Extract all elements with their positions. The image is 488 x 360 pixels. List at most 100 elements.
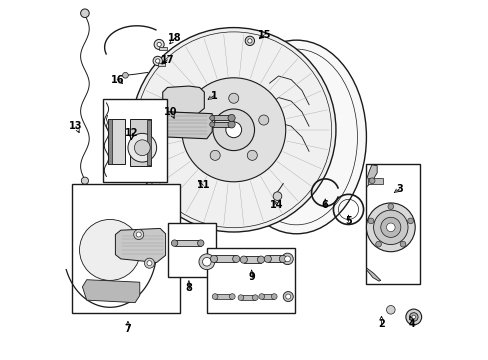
Text: 16: 16 [110, 75, 123, 85]
Circle shape [284, 256, 290, 262]
Circle shape [375, 241, 381, 247]
Bar [212, 116, 231, 121]
Circle shape [273, 192, 281, 201]
Bar [129, 119, 151, 166]
Bar [241, 295, 255, 301]
Circle shape [136, 232, 141, 237]
Circle shape [128, 134, 156, 162]
Circle shape [182, 78, 285, 182]
Circle shape [134, 140, 150, 156]
Circle shape [252, 295, 258, 301]
Circle shape [144, 258, 154, 268]
Circle shape [281, 253, 293, 265]
Polygon shape [82, 280, 140, 303]
Circle shape [271, 294, 277, 300]
Bar [267, 255, 282, 262]
Circle shape [212, 109, 254, 150]
Circle shape [153, 56, 162, 66]
Bar [367, 178, 382, 184]
Circle shape [131, 28, 335, 232]
Circle shape [171, 240, 178, 246]
Polygon shape [366, 165, 376, 187]
Circle shape [407, 218, 413, 224]
Text: 14: 14 [269, 200, 283, 210]
Ellipse shape [226, 40, 366, 234]
Bar [212, 122, 231, 127]
Circle shape [279, 255, 286, 262]
Circle shape [154, 40, 164, 49]
Circle shape [209, 116, 214, 121]
Bar [107, 119, 112, 164]
Text: 13: 13 [69, 121, 82, 131]
Circle shape [133, 229, 143, 239]
Text: 3: 3 [395, 184, 402, 194]
Circle shape [247, 39, 251, 43]
Text: 10: 10 [164, 107, 177, 117]
Polygon shape [115, 228, 165, 262]
Circle shape [264, 255, 271, 262]
Circle shape [411, 315, 415, 319]
Bar [206, 248, 294, 313]
Circle shape [227, 121, 235, 128]
Circle shape [285, 294, 290, 299]
Text: 7: 7 [124, 324, 131, 334]
Bar [147, 120, 150, 165]
Bar [107, 119, 125, 164]
Bar [214, 255, 236, 262]
Polygon shape [163, 86, 204, 114]
Text: 6: 6 [321, 200, 328, 210]
Text: 17: 17 [161, 55, 174, 65]
Circle shape [408, 313, 417, 321]
Circle shape [258, 115, 268, 125]
Circle shape [197, 240, 203, 246]
Circle shape [198, 115, 208, 125]
Circle shape [232, 255, 239, 262]
Text: 5: 5 [345, 216, 351, 226]
Circle shape [244, 36, 254, 45]
Text: 15: 15 [257, 30, 270, 40]
Bar [261, 294, 274, 300]
Circle shape [212, 294, 218, 300]
Circle shape [155, 59, 160, 63]
Circle shape [368, 178, 374, 184]
Circle shape [122, 72, 128, 78]
Bar [365, 164, 419, 284]
Circle shape [380, 217, 400, 237]
Bar [215, 294, 232, 300]
Circle shape [229, 294, 235, 300]
Polygon shape [366, 268, 380, 281]
Circle shape [81, 9, 89, 18]
Circle shape [386, 223, 394, 231]
Circle shape [227, 114, 235, 122]
Circle shape [210, 150, 220, 160]
Circle shape [399, 241, 405, 247]
Circle shape [386, 306, 394, 314]
Bar [159, 46, 167, 50]
Circle shape [405, 309, 421, 325]
Circle shape [387, 204, 393, 210]
Circle shape [366, 203, 414, 252]
Text: 8: 8 [185, 283, 192, 293]
Text: 9: 9 [248, 272, 255, 282]
Circle shape [81, 177, 88, 184]
Circle shape [247, 150, 257, 160]
Circle shape [373, 210, 407, 244]
Circle shape [367, 218, 373, 224]
Text: 2: 2 [377, 319, 384, 329]
Bar [168, 223, 215, 277]
Circle shape [147, 261, 152, 266]
Text: 11: 11 [196, 180, 209, 190]
Text: 12: 12 [124, 129, 138, 138]
Bar [72, 184, 180, 313]
Circle shape [157, 42, 161, 46]
Text: 1: 1 [210, 91, 217, 101]
Circle shape [240, 256, 247, 263]
Text: 4: 4 [408, 319, 415, 329]
Circle shape [209, 122, 214, 127]
Circle shape [228, 93, 238, 103]
Text: 18: 18 [167, 33, 181, 43]
Circle shape [258, 294, 264, 300]
Circle shape [202, 257, 211, 266]
Bar [174, 240, 201, 246]
Circle shape [80, 220, 140, 280]
